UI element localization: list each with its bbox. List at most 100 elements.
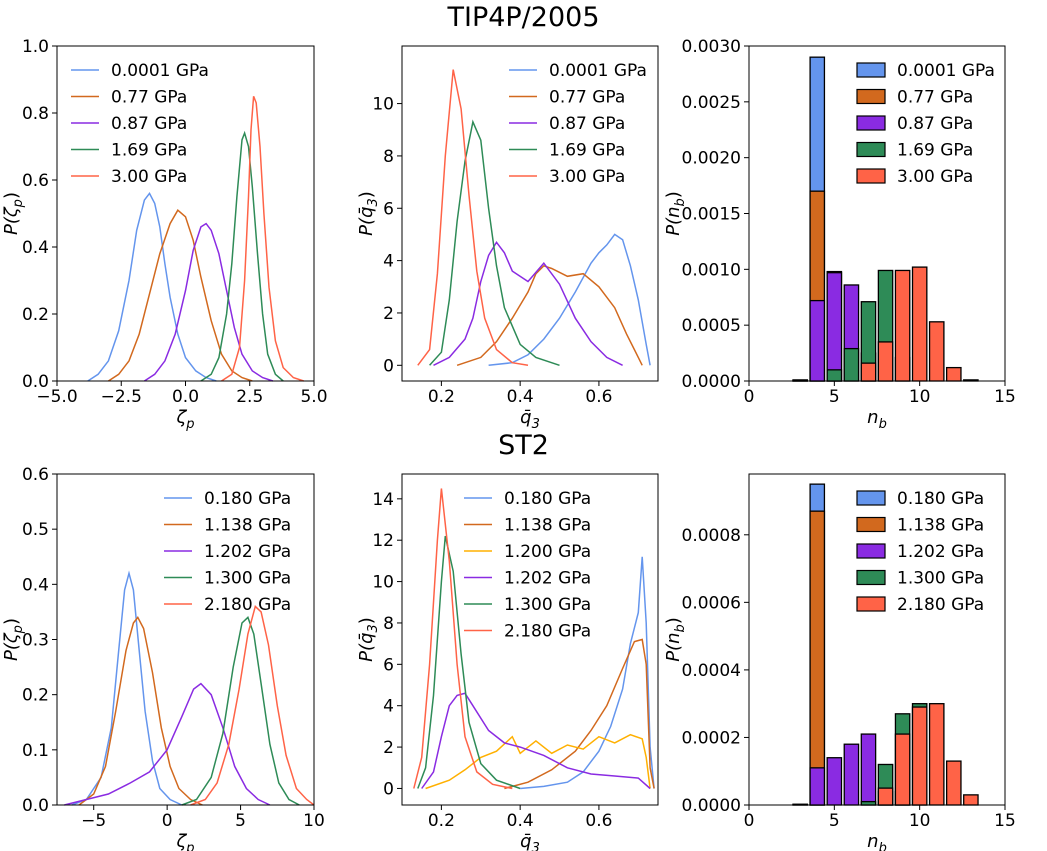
y-tick-label: 0 — [383, 779, 394, 799]
y-tick-label: 0.0002 — [682, 728, 741, 748]
y-tick-label: 0.4 — [22, 575, 49, 595]
x-tick-label: 10 — [303, 811, 325, 831]
legend-swatch — [856, 543, 886, 559]
y-tick-label: 10 — [372, 573, 394, 593]
label-main: P(ζ — [1, 206, 22, 235]
label-main: P(n — [663, 207, 684, 236]
legend-label: 2.180 GPa — [504, 622, 591, 642]
legend-swatch — [856, 115, 886, 131]
histogram-bar — [826, 369, 843, 382]
row-title-st2: ST2 — [498, 430, 549, 461]
legend-label: 1.69 GPa — [549, 141, 625, 161]
y-tick-label: 0.0 — [22, 372, 49, 392]
histogram-bar — [945, 366, 962, 382]
x-tick-label: 0 — [744, 811, 755, 831]
label-main: n — [867, 407, 878, 428]
legend-label: 0.0001 GPa — [549, 61, 647, 81]
x-axis-label: q̄3 — [520, 831, 540, 851]
chart-tip4p-nb: 0 5 10 15 0.0000 0.0005 0.0010 0.0015 0.0020 0.00… — [663, 37, 1016, 432]
y-tick-label: 0.2 — [22, 686, 49, 706]
x-tick-label: 0 — [162, 811, 173, 831]
x-axis-label: ζp — [175, 407, 194, 432]
series-line — [429, 119, 560, 367]
legend-swatch — [856, 490, 886, 506]
y-tick-label: 0.0 — [22, 796, 49, 816]
legend-swatch — [856, 596, 886, 612]
histogram-bar — [945, 760, 962, 806]
legend-label: 1.202 GPa — [897, 542, 984, 562]
x-tick-label: 0.2 — [428, 811, 455, 831]
y-tick-label: 0.0006 — [682, 593, 741, 613]
label-subscript: 3 — [532, 841, 540, 851]
legend-swatch — [856, 569, 886, 586]
row-title-tip4p: TIP4P/2005 — [447, 2, 600, 33]
legend-label: 0.180 GPa — [897, 489, 984, 509]
legend-label: 0.77 GPa — [897, 88, 973, 108]
x-tick-label: 15 — [994, 811, 1016, 831]
y-tick-label: 0.8 — [22, 104, 49, 124]
label-subscript: p — [185, 841, 194, 851]
series-line — [413, 488, 513, 790]
label-subscript: b — [879, 841, 887, 851]
histogram-bar — [911, 706, 928, 806]
y-tick-label: 0.0000 — [682, 796, 741, 816]
series-line — [64, 682, 271, 806]
legend-label: 0.87 GPa — [897, 114, 973, 134]
label-subscript: p — [11, 199, 26, 208]
y-axis-label: P(q̄3) — [356, 617, 381, 662]
legend-label: 0.0001 GPa — [111, 61, 209, 81]
x-tick-label: 5 — [829, 811, 840, 831]
x-tick-label: −2.5 — [101, 387, 142, 407]
label-main: P(q̄ — [356, 207, 377, 236]
x-tick-label: 0.2 — [428, 387, 455, 407]
series-line — [78, 616, 203, 806]
y-tick-label: 0.0005 — [682, 316, 741, 336]
histogram-bar — [843, 347, 860, 382]
legend-swatch — [856, 516, 886, 533]
x-tick-label: 0.4 — [507, 811, 534, 831]
legend-label: 0.180 GPa — [504, 489, 591, 509]
x-tick-label: 5.0 — [300, 387, 327, 407]
histogram-bar — [877, 787, 894, 806]
label-subscript: p — [185, 417, 194, 432]
series-line — [87, 192, 217, 382]
series-line — [417, 69, 529, 367]
series-line — [71, 570, 183, 806]
series-line — [425, 733, 651, 790]
histogram-bar — [877, 341, 894, 382]
y-tick-label: 0.0008 — [682, 526, 741, 546]
legend-label: 3.00 GPa — [897, 167, 973, 187]
histogram-bar — [826, 272, 843, 382]
axes-frame — [401, 45, 659, 382]
y-tick-label: 0.4 — [22, 238, 49, 258]
y-tick-label: 0.0025 — [682, 93, 741, 113]
label-tail: ) — [663, 617, 684, 624]
series-line — [488, 233, 651, 367]
legend-label: 0.180 GPa — [204, 489, 291, 509]
x-axis-label: q̄3 — [520, 407, 540, 432]
series-line — [181, 616, 300, 806]
y-tick-label: 0.0015 — [682, 205, 741, 225]
histogram-bar — [843, 743, 860, 806]
y-tick-label: 0.1 — [22, 741, 49, 761]
histogram-bar — [860, 800, 877, 806]
y-tick-label: 0.3 — [22, 631, 49, 651]
series-line — [143, 222, 274, 382]
x-tick-label: 10 — [909, 387, 931, 407]
y-tick-label: 6 — [383, 655, 394, 675]
legend-label: 2.180 GPa — [897, 595, 984, 615]
label-subscript: b — [879, 417, 887, 432]
legend-label: 0.87 GPa — [111, 114, 187, 134]
y-tick-label: 8 — [383, 147, 394, 167]
legend-label: 1.69 GPa — [111, 141, 187, 161]
series-line — [417, 535, 521, 790]
label-main: P(q̄ — [356, 633, 377, 662]
x-tick-label: 5 — [829, 387, 840, 407]
y-tick-label: 0.0004 — [682, 661, 741, 681]
y-tick-label: 6 — [383, 199, 394, 219]
histogram-bar — [826, 757, 843, 806]
legend-label: 3.00 GPa — [111, 167, 187, 187]
label-tail: ) — [1, 192, 22, 199]
